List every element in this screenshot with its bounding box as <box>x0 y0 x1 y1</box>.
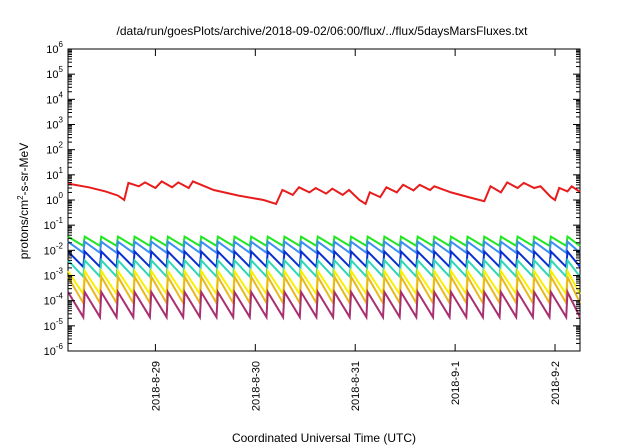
y-tick-label: 106 <box>46 40 63 56</box>
y-tick-label: 101 <box>46 166 63 182</box>
y-axis-label-exponent: 2 <box>16 195 25 200</box>
series-line-1 <box>67 180 581 206</box>
x-tick-label: 2018-8-29 <box>150 361 162 411</box>
y-axis: 10-6 10-5 10-4 10-3 10-2 10-1 100 101 102 103 104 1… <box>44 40 580 358</box>
x-axis: 2018-8-29 2018-8-30 2018-8-31 2018-9-1 2018-… <box>150 49 562 411</box>
y-tick-label: 10-1 <box>44 216 64 232</box>
y-axis-label-main: protons/cm <box>17 200 31 259</box>
series-layer <box>67 180 581 321</box>
y-axis-label-units: -s-sr-MeV <box>17 143 31 196</box>
plot-frame <box>67 48 581 352</box>
y-tick-label: 10-2 <box>44 241 64 257</box>
x-axis-label: Coordinated Universal Time (UTC) <box>232 431 416 445</box>
y-tick-label: 104 <box>46 90 63 106</box>
series-line-8 <box>67 288 581 321</box>
y-tick-label: 105 <box>46 65 63 81</box>
y-tick-label: 102 <box>46 141 63 157</box>
chart-title: /data/run/goesPlots/archive/2018-09-02/0… <box>117 24 529 38</box>
y-tick-label: 103 <box>46 116 63 132</box>
x-tick-label: 2018-9-2 <box>550 361 562 405</box>
series-line-6 <box>67 267 581 298</box>
series-line-2 <box>67 234 581 248</box>
series-line-5 <box>67 257 581 280</box>
series-line-3 <box>67 239 581 255</box>
y-tick-label: 100 <box>46 191 63 207</box>
x-tick-label: 2018-9-1 <box>450 361 462 405</box>
series-line-4 <box>67 248 581 270</box>
x-tick-label: 2018-8-31 <box>350 361 362 411</box>
y-tick-label: 10-6 <box>44 342 64 358</box>
x-tick-label: 2018-8-30 <box>250 361 262 411</box>
y-tick-label: 10-4 <box>44 292 64 308</box>
series-line-7 <box>67 273 581 307</box>
y-tick-label: 10-3 <box>44 267 64 283</box>
y-axis-label: protons/cm2-s-sr-MeV <box>16 143 31 259</box>
y-tick-label: 10-5 <box>44 317 64 333</box>
